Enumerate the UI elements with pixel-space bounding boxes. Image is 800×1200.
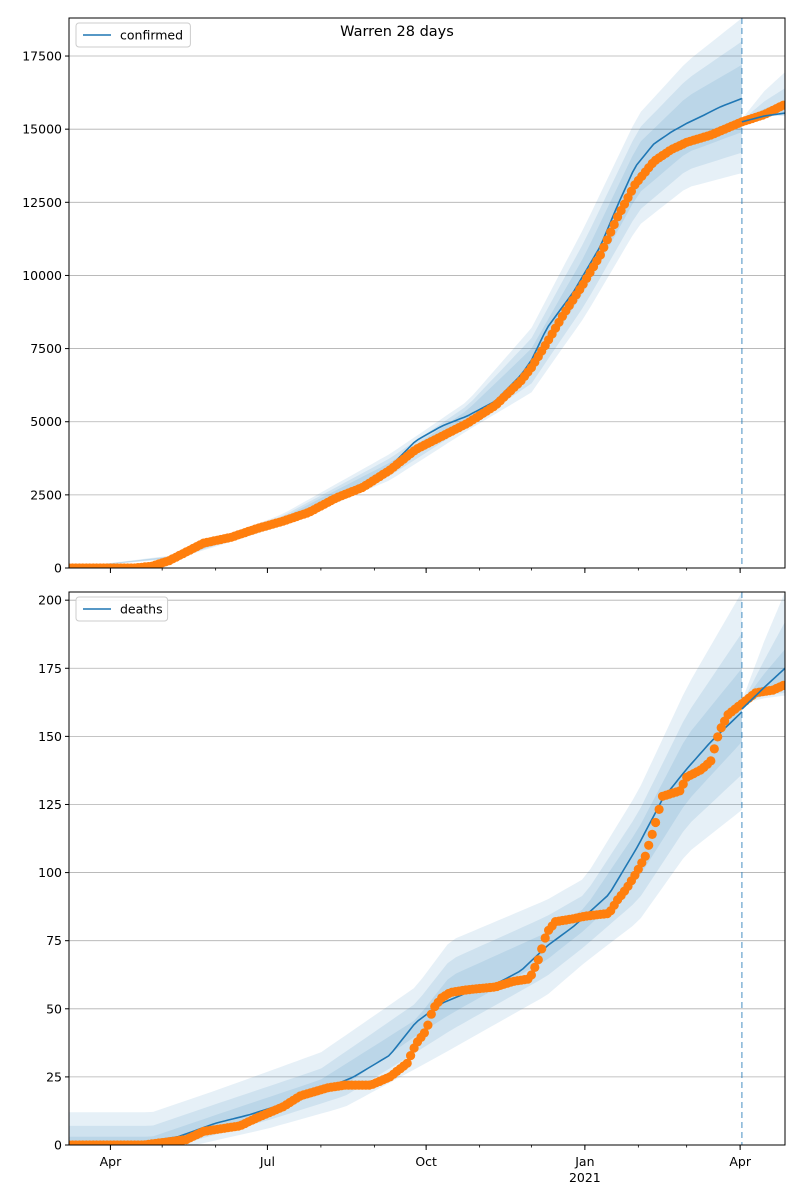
- y-tick-label: 125: [38, 797, 62, 812]
- legend-label: deaths: [120, 602, 163, 617]
- observed-point: [675, 786, 685, 796]
- y-tick-label: 7500: [30, 341, 62, 356]
- observed-point: [526, 970, 537, 980]
- y-tick-label: 150: [38, 729, 62, 744]
- observed-point: [426, 1009, 436, 1019]
- observed-point: [713, 732, 723, 742]
- observed-point: [419, 1028, 429, 1038]
- observed-point: [540, 933, 550, 943]
- x-tick-year-label: 2021: [569, 1170, 601, 1185]
- observed-point: [706, 756, 716, 766]
- observed-point: [423, 1020, 433, 1030]
- observed-point: [595, 250, 606, 260]
- observed-point: [530, 962, 540, 973]
- y-tick-label: 25: [46, 1069, 62, 1084]
- figure-title: Warren 28 days: [340, 24, 454, 40]
- observed-point: [533, 955, 543, 965]
- y-tick-label: 12500: [22, 195, 62, 210]
- legend: deaths: [75, 596, 169, 622]
- uncertainty-band: [69, 64, 742, 568]
- axes-frame: [68, 17, 786, 569]
- observed-point: [778, 680, 785, 690]
- uncertainty-band: [69, 18, 742, 568]
- y-tick-label: 17500: [22, 49, 62, 64]
- uncertainty-band: [69, 632, 742, 1145]
- observed-point: [406, 1051, 416, 1061]
- observed-point: [609, 219, 619, 230]
- y-tick-label: 10000: [22, 268, 62, 283]
- x-tick-label: Apr: [729, 1154, 751, 1169]
- forecast-line: [741, 112, 785, 123]
- x-tick-label: Oct: [415, 1154, 437, 1169]
- legend-label: confirmed: [120, 28, 183, 43]
- x-tick-label: Apr: [100, 1154, 122, 1169]
- observed-point: [537, 944, 547, 954]
- confirmed-panel: 0 2500 5000 7500 10000 12500 15000 17500 confirm…: [22, 17, 786, 576]
- y-tick-label: 0: [54, 561, 62, 576]
- y-tick-label: 15000: [22, 122, 62, 137]
- y-tick-label: 5000: [30, 414, 62, 429]
- observed-point: [654, 804, 664, 815]
- forecast-band: [741, 622, 785, 704]
- forecast-band: [741, 592, 785, 704]
- legend-box: [75, 22, 191, 48]
- series-line: [69, 711, 743, 1145]
- y-tick-label: 75: [46, 933, 62, 948]
- observed-point: [651, 817, 661, 828]
- uncertainty-band: [69, 668, 742, 1145]
- observed-point: [402, 1058, 412, 1068]
- y-tick-label: 200: [38, 593, 62, 608]
- x-tick-label: Jan: [574, 1154, 594, 1169]
- legend-box: [75, 596, 169, 622]
- observed-point: [709, 744, 719, 754]
- observed-point: [640, 851, 650, 861]
- observed-point: [606, 227, 616, 237]
- observed-point: [599, 242, 609, 252]
- y-tick-label: 2500: [30, 487, 62, 502]
- y-tick-label: 0: [54, 1138, 62, 1153]
- y-tick-label: 50: [46, 1001, 62, 1016]
- legend: confirmed: [75, 22, 191, 48]
- axes-frame: [68, 591, 786, 1146]
- forecast-line: [741, 667, 785, 710]
- observed-point: [778, 100, 785, 110]
- observed-point: [644, 840, 654, 850]
- observed-point: [602, 235, 612, 245]
- observed-point: [647, 829, 657, 840]
- y-tick-label: 175: [38, 661, 62, 676]
- x-tick-label: Jul: [259, 1154, 275, 1169]
- observed-point: [678, 779, 688, 789]
- y-tick-label: 100: [38, 865, 62, 880]
